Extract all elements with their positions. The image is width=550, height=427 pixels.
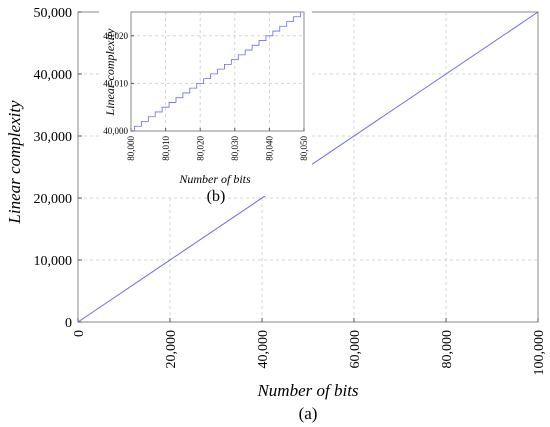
inset-plot: 80,000 80,010 80,020 80,030 80,040 80,050 40,0… [99, 6, 312, 205]
main-x-tick-label: 80,000 [440, 330, 455, 369]
inset-x-tick-label: 80,030 [230, 136, 240, 161]
main-ticks: 0 20,000 40,000 60,000 80,000 100,000 0 10,000 2… [34, 6, 547, 376]
inset-gridlines [131, 12, 304, 131]
main-y-tick-label: 20,000 [34, 192, 73, 207]
main-x-tick-label: 100,000 [532, 330, 547, 376]
inset-x-tick-label: 80,050 [299, 136, 309, 161]
inset-series [131, 11, 304, 132]
main-y-tick-label: 30,000 [34, 130, 73, 145]
main-y-tick-label: 50,000 [34, 6, 73, 21]
main-x-tick-label: 60,000 [348, 330, 363, 369]
main-y-tick-label: 40,000 [34, 68, 73, 83]
main-y-tick-label: 10,000 [34, 254, 73, 269]
inset-panel-caption: (b) [207, 188, 226, 205]
main-x-tick-label: 20,000 [164, 330, 179, 369]
main-x-tick-label: 40,000 [256, 330, 271, 369]
inset-x-axis-title: Number of bits [178, 172, 251, 186]
main-plot: 0 20,000 40,000 60,000 80,000 100,000 0 10,000 2… [5, 6, 547, 423]
main-x-axis-title: Number of bits [256, 381, 358, 400]
inset-y-axis-title: Linear complexity [103, 28, 117, 117]
main-y-axis-title: Linear complexity [5, 100, 24, 225]
inset-series-line [131, 11, 304, 132]
inset-x-tick-label: 80,000 [126, 136, 136, 161]
inset-background [99, 6, 312, 196]
inset-x-tick-label: 80,040 [265, 136, 275, 161]
inset-y-tick-label: 40,020 [103, 31, 128, 41]
inset-x-tick-label: 80,020 [195, 136, 205, 161]
inset-plot-frame [130, 11, 305, 132]
main-panel-caption: (a) [299, 404, 318, 423]
main-y-tick-label: 0 [65, 316, 72, 331]
inset-y-tick-label: 40,010 [103, 79, 128, 89]
inset-y-tick-label: 40,000 [103, 126, 128, 136]
inset-ticks: 80,000 80,010 80,020 80,030 80,040 80,050 40,0… [103, 31, 309, 161]
inset-x-tick-label: 80,010 [161, 136, 171, 161]
main-x-tick-label: 0 [72, 330, 87, 337]
